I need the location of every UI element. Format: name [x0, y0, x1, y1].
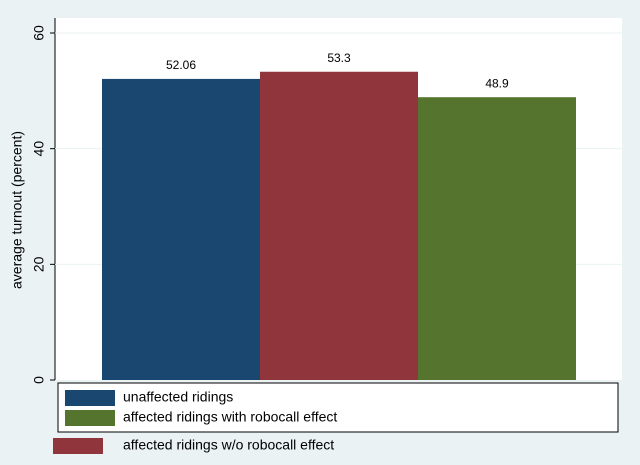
y-tick-label: 0: [31, 376, 47, 384]
legend-swatch: [65, 410, 115, 426]
legend-box: [57, 382, 619, 433]
value-label: 52.06: [166, 58, 196, 72]
value-label: 53.3: [327, 51, 351, 65]
legend-label: affected ridings with robocall effect: [123, 409, 337, 425]
legend-label: affected ridings w/o robocall effect: [123, 437, 334, 453]
legend-swatch: [53, 438, 103, 454]
legend-label: unaffected ridings: [123, 389, 233, 405]
y-tick-label: 60: [31, 25, 47, 41]
bar: [102, 78, 260, 380]
bar: [260, 71, 418, 380]
legend-swatch: [65, 390, 115, 406]
y-tick-label: 20: [31, 256, 47, 272]
value-label: 48.9: [485, 76, 509, 90]
bar: [418, 97, 576, 380]
y-axis-label: average turnout (percent): [9, 131, 25, 289]
y-tick-label: 40: [31, 141, 47, 157]
